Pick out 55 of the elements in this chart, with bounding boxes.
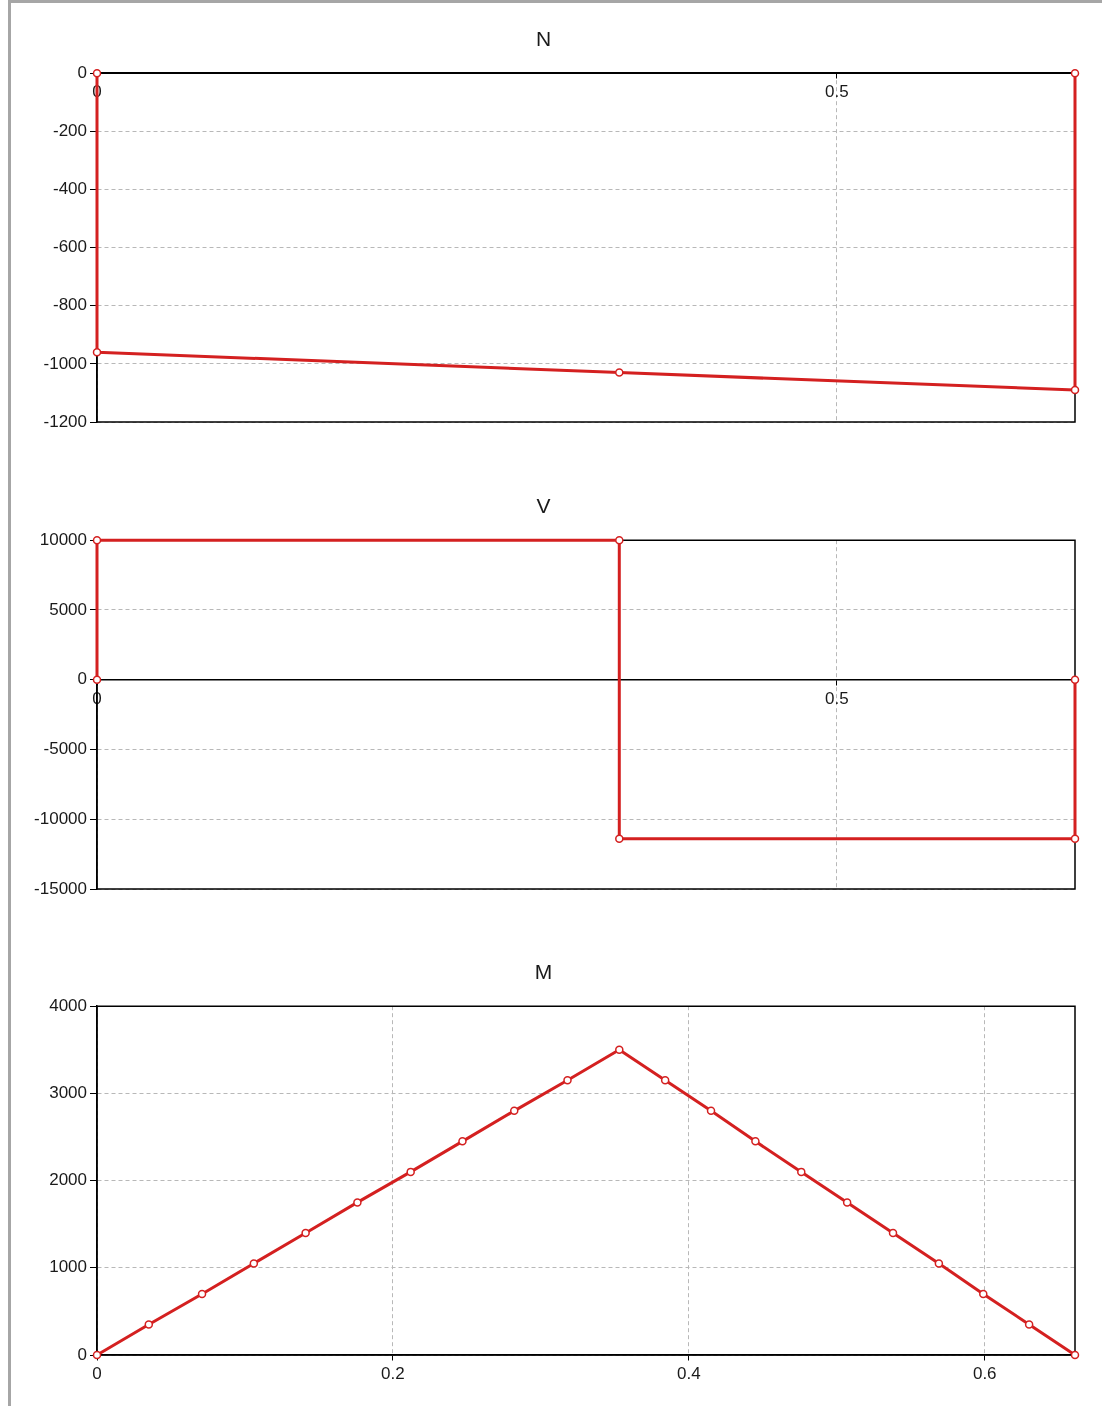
point <box>197 1289 207 1299</box>
y-tick-label: -5000 <box>43 738 87 758</box>
point <box>406 1167 415 1177</box>
point <box>842 1198 852 1207</box>
point <box>563 1076 572 1085</box>
y-tick-label: -600 <box>52 237 87 257</box>
x-tick-label: 0.5 <box>824 82 849 102</box>
point <box>301 1228 310 1238</box>
y-tick-label: 0 <box>77 1344 87 1364</box>
point <box>934 1259 944 1268</box>
y-tick-label: -400 <box>52 179 87 199</box>
y-tick-label: -1200 <box>43 411 87 431</box>
point <box>458 1137 467 1146</box>
point <box>1070 68 1080 78</box>
y-tick-label: -1000 <box>43 353 87 373</box>
y-tick-label: 3000 <box>49 1083 87 1103</box>
point <box>706 1106 716 1116</box>
point <box>1070 674 1080 684</box>
point <box>888 1228 898 1238</box>
y-tick-label: 4000 <box>49 995 87 1015</box>
y-tick-label: -10000 <box>34 808 87 828</box>
point <box>751 1137 760 1146</box>
point <box>144 1320 154 1329</box>
y-tick-label: 0 <box>77 668 87 688</box>
point <box>1070 385 1080 395</box>
x-tick-label: 0.2 <box>381 1363 405 1383</box>
y-tick-label: 10000 <box>39 529 87 549</box>
y-tick-label: -800 <box>52 295 87 315</box>
point <box>797 1167 806 1177</box>
point <box>615 1045 624 1055</box>
x-tick-label: 0.4 <box>677 1363 701 1383</box>
x-tick-label: 0 <box>92 1363 102 1383</box>
x-tick-label: 0.5 <box>824 688 849 708</box>
y-tick-label: 5000 <box>49 599 87 619</box>
point <box>660 1076 670 1085</box>
point <box>1070 834 1080 843</box>
x-tick-label: 0.6 <box>972 1363 997 1383</box>
chart-title: M <box>534 960 553 984</box>
chart-title: N <box>535 27 552 51</box>
point <box>1024 1320 1034 1329</box>
point <box>509 1106 519 1116</box>
y-tick-label: 1000 <box>49 1257 87 1277</box>
point <box>615 368 624 377</box>
point <box>615 834 624 843</box>
point <box>615 535 624 544</box>
y-tick-label: 2000 <box>49 1170 87 1190</box>
point <box>92 347 102 357</box>
y-tick-label: -15000 <box>34 878 87 898</box>
point <box>979 1289 988 1299</box>
y-tick-label: 0 <box>77 62 87 82</box>
point <box>1070 1350 1080 1360</box>
point <box>353 1198 362 1207</box>
chart-title: V <box>536 493 551 517</box>
point <box>249 1259 259 1268</box>
y-tick-label: -200 <box>52 121 87 141</box>
